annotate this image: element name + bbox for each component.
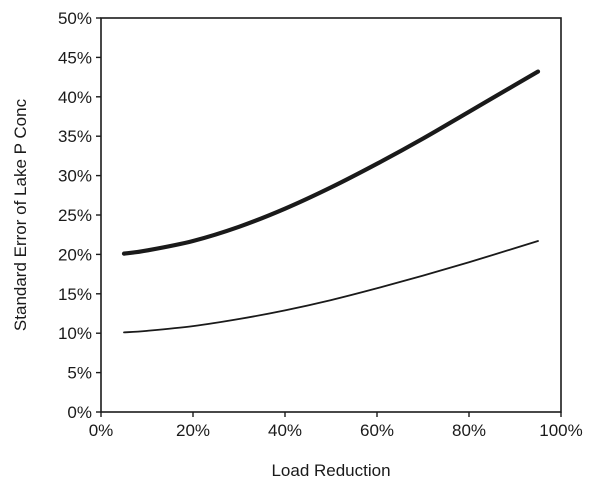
y-tick-label: 45% [58,48,92,67]
x-tick-label: 0% [89,421,114,440]
y-tick-label: 5% [67,364,92,383]
x-tick-label: 60% [360,421,394,440]
y-tick-label: 25% [58,206,92,225]
y-tick-label: 50% [58,9,92,28]
plot-frame [100,17,562,413]
x-tick-label: 80% [452,421,486,440]
y-tick-label: 10% [58,324,92,343]
y-axis-title: Standard Error of Lake P Conc [11,98,30,331]
x-tick-label: 100% [539,421,582,440]
series-line-thin [123,240,539,334]
x-axis-ticks: 0% 20% 40% 60% 80% 100% [89,412,583,440]
y-axis-ticks: 0% 5% 10% 15% 20% 25% 30% 35% 40% 45% 50% [58,9,101,422]
y-tick-label: 35% [58,127,92,146]
y-tick-label: 30% [58,167,92,186]
x-tick-label: 20% [176,421,210,440]
y-tick-label: 20% [58,245,92,264]
x-tick-label: 40% [268,421,302,440]
y-tick-label: 15% [58,285,92,304]
series-layer [121,69,541,334]
y-tick-label: 0% [67,403,92,422]
series-line-thick [121,69,541,256]
y-tick-label: 40% [58,88,92,107]
x-axis-title: Load Reduction [271,461,390,480]
